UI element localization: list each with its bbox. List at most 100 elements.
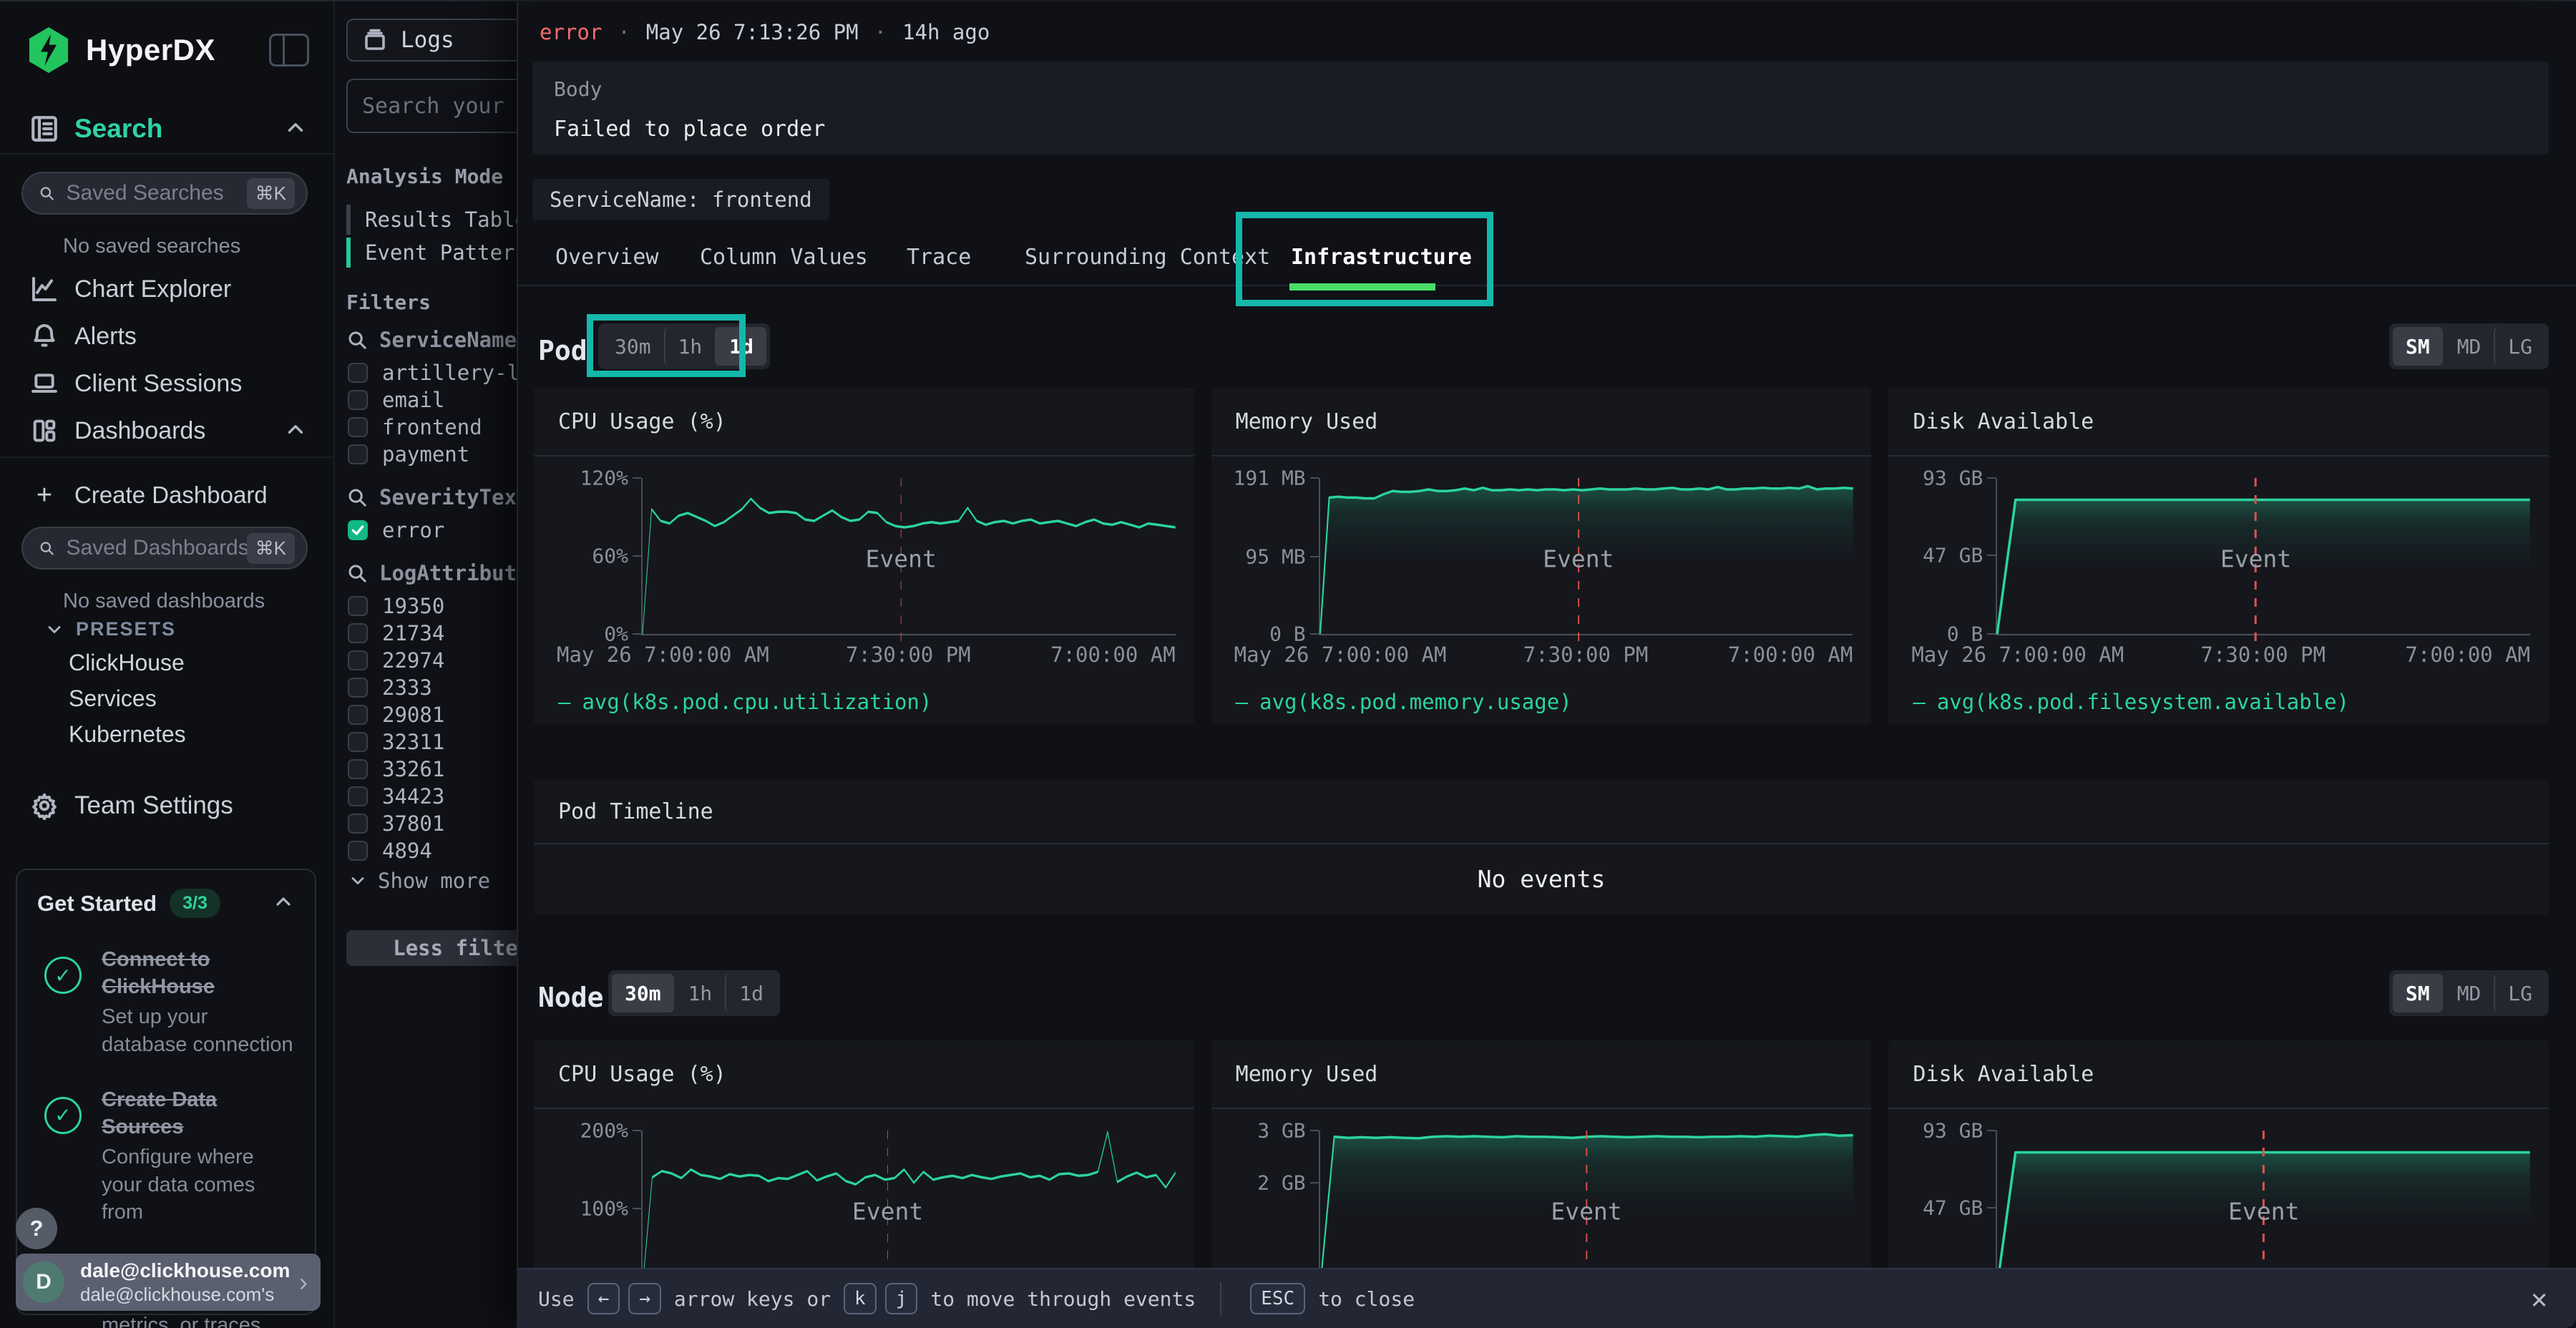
y-axis: 3 GB2 GB: [1214, 1131, 1312, 1288]
x-axis-label: May 26 7:00:00 AM: [557, 643, 769, 667]
filter-group-LogAttributes[interactable]: LogAttributes: [346, 561, 542, 585]
tick-mark: [1987, 477, 1996, 479]
j-key: j: [885, 1283, 918, 1314]
segment-option-md[interactable]: MD: [2443, 327, 2494, 366]
checkbox[interactable]: [348, 623, 368, 643]
y-axis: 120%60%0%: [537, 478, 634, 635]
sidebar-item-alerts[interactable]: Alerts: [0, 316, 333, 356]
tab-trace[interactable]: Trace: [907, 245, 971, 270]
footer-close-text: to close: [1318, 1287, 1415, 1311]
checkbox[interactable]: [348, 417, 368, 437]
sidebar-item-team-settings[interactable]: Team Settings: [0, 786, 333, 826]
filter-option-34423[interactable]: 34423: [348, 783, 444, 810]
plus-icon: +: [29, 480, 60, 511]
node-range-segment: 30m1h1d: [608, 970, 780, 1016]
metric-chart-card: Memory Used 191 MB95 MB0 B Event May 26 …: [1211, 388, 1872, 724]
checkbox[interactable]: [348, 841, 368, 861]
checkbox[interactable]: [348, 390, 368, 410]
show-more-button[interactable]: Show more: [348, 869, 490, 893]
chart-legend: —avg(k8s.pod.filesystem.available): [1913, 690, 2349, 714]
plot-area: Event: [1319, 1131, 1853, 1288]
help-button[interactable]: ?: [16, 1208, 57, 1249]
tab-column-values[interactable]: Column Values: [700, 245, 868, 270]
annotation-box-infrastructure: [1236, 212, 1493, 306]
segment-option-sm[interactable]: SM: [2393, 974, 2443, 1012]
filter-group-ServiceName[interactable]: ServiceName: [346, 328, 517, 352]
sidebar-item-clickhouse[interactable]: ClickHouse: [69, 650, 185, 676]
filter-option-payment[interactable]: payment: [348, 441, 469, 468]
tab-overview[interactable]: Overview: [555, 245, 659, 270]
sidebar-item-label: Dashboards: [74, 417, 205, 445]
segment-option-sm[interactable]: SM: [2393, 327, 2443, 366]
sidebar-item-services[interactable]: Services: [69, 685, 157, 712]
segment-option-1h[interactable]: 1h: [674, 974, 726, 1012]
chevron-up-icon[interactable]: [283, 417, 308, 445]
body-value: Failed to place order: [554, 117, 2527, 142]
analysis-mode-event-patterns[interactable]: Event Patterns: [346, 236, 540, 269]
collapse-sidebar-icon[interactable]: [269, 34, 309, 67]
checkbox[interactable]: [348, 759, 368, 779]
filter-option-32311[interactable]: 32311: [348, 728, 444, 756]
tick-mark: [633, 477, 641, 479]
checkbox[interactable]: [348, 650, 368, 670]
saved-searches-field[interactable]: [67, 181, 247, 205]
segment-option-lg[interactable]: LG: [2494, 327, 2545, 366]
separator: ·: [874, 20, 887, 44]
checkbox-checked[interactable]: [348, 520, 368, 540]
filter-option-frontend[interactable]: frontend: [348, 414, 482, 441]
sidebar-item-dashboards[interactable]: Dashboards: [0, 411, 333, 451]
checkbox[interactable]: [348, 596, 368, 616]
checkbox[interactable]: [348, 705, 368, 725]
filter-option-error[interactable]: error: [348, 517, 444, 544]
event-marker-label: Event: [865, 545, 936, 573]
sidebar-item-search[interactable]: Search: [0, 109, 333, 149]
chevron-up-icon[interactable]: [283, 115, 308, 143]
pod-timeline-card: Pod Timeline No events: [534, 780, 2549, 914]
segment-option-1d[interactable]: 1d: [725, 974, 776, 1012]
checkbox[interactable]: [348, 814, 368, 834]
checkbox[interactable]: [348, 786, 368, 806]
logs-source-icon: [362, 27, 388, 53]
close-icon[interactable]: ✕: [2531, 1283, 2547, 1314]
saved-searches-input[interactable]: ⌘K: [21, 172, 308, 215]
y-axis-label: 47 GB: [1923, 543, 1983, 567]
sidebar-item-chart-explorer[interactable]: Chart Explorer: [0, 269, 333, 309]
tick-mark: [1987, 1207, 1996, 1209]
user-menu[interactable]: D dale@clickhouse.com dale@clickhouse.co…: [16, 1254, 321, 1311]
get-started-item-title: Connect to ClickHouse: [102, 947, 295, 1000]
filter-option-4894[interactable]: 4894: [348, 837, 432, 864]
chevron-up-icon[interactable]: [272, 890, 295, 917]
y-axis: 93 GB47 GB0 B: [1891, 478, 1989, 635]
saved-dashboards-field[interactable]: [67, 536, 247, 560]
segment-option-md[interactable]: MD: [2443, 974, 2494, 1012]
filter-option-22974[interactable]: 22974: [348, 647, 444, 674]
checkbox[interactable]: [348, 678, 368, 698]
segment-option-30m[interactable]: 30m: [612, 974, 674, 1012]
presets-toggle[interactable]: PRESETS: [44, 618, 176, 640]
filter-option-29081[interactable]: 29081: [348, 701, 444, 728]
get-started-item[interactable]: ✓Create Data SourcesConfigure where your…: [37, 1087, 295, 1226]
service-name-chip[interactable]: ServiceName: frontend: [532, 179, 829, 220]
filter-option-19350[interactable]: 19350: [348, 592, 444, 620]
filter-option-21734[interactable]: 21734: [348, 620, 444, 647]
analysis-mode-results-table[interactable]: Results Table: [346, 203, 527, 236]
x-axis-label: 7:00:00 AM: [1728, 643, 1853, 667]
body-label: Body: [554, 77, 2527, 101]
chevron-down-icon: [44, 620, 64, 640]
checkbox[interactable]: [348, 363, 368, 383]
checkbox[interactable]: [348, 732, 368, 752]
checkbox[interactable]: [348, 444, 368, 464]
filter-group-SeverityText[interactable]: SeverityText: [346, 485, 530, 509]
arrow-left-key: ←: [587, 1283, 620, 1314]
segment-option-lg[interactable]: LG: [2494, 974, 2545, 1012]
filter-option-33261[interactable]: 33261: [348, 756, 444, 783]
filter-option-37801[interactable]: 37801: [348, 810, 444, 837]
saved-dashboards-input[interactable]: ⌘K: [21, 527, 308, 570]
filter-option-email[interactable]: email: [348, 386, 444, 414]
tab-surrounding-context[interactable]: Surrounding Context: [1025, 245, 1270, 270]
filter-option-2333[interactable]: 2333: [348, 674, 432, 701]
sidebar-item-client-sessions[interactable]: Client Sessions: [0, 363, 333, 404]
get-started-item[interactable]: ✓Connect to ClickHouseSet up your databa…: [37, 947, 295, 1058]
sidebar-item-kubernetes[interactable]: Kubernetes: [69, 721, 186, 748]
create-dashboard-button[interactable]: + Create Dashboard: [0, 475, 333, 515]
